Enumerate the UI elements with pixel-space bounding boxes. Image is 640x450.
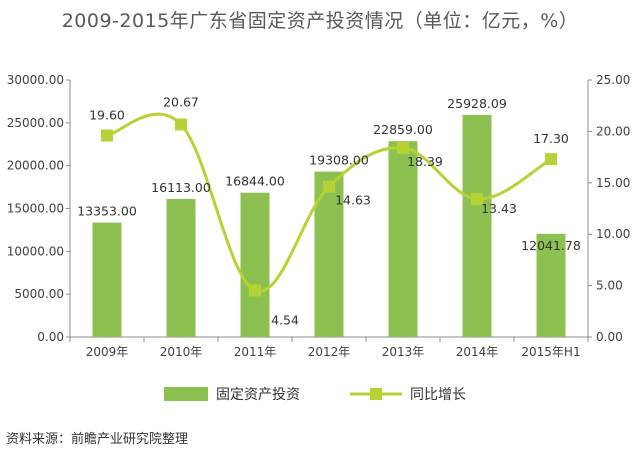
bar-series: [92, 114, 566, 338]
y-right-tick-label: 10.00: [596, 227, 630, 241]
bar-value-label: 16113.00: [151, 180, 211, 195]
bar-value-label: 22859.00: [373, 122, 433, 137]
line-marker: [249, 284, 261, 297]
bar-value-label: 16844.00: [225, 174, 285, 189]
y-right-tick-label: 5.00: [596, 279, 623, 293]
data-labels: 13353.00 16113.00 16844.00 19308.00 22859.00…: [77, 95, 581, 328]
x-tick-label: 2010年: [160, 345, 203, 359]
bar-value-label: 25928.09: [447, 96, 507, 111]
line-marker: [175, 118, 187, 131]
bar: [462, 114, 492, 338]
axes: 0.00 5000.00 10000.00 15000.00 20000.00 25000…: [7, 73, 631, 359]
line-value-label: 4.54: [271, 312, 299, 327]
x-tick-label: 2009年: [86, 345, 129, 359]
bar-value-label: 13353.00: [77, 204, 137, 219]
bar: [92, 222, 122, 337]
legend-swatch-marker: [370, 388, 382, 400]
legend-label-line: 同比增长: [410, 387, 466, 403]
line-marker: [397, 141, 409, 154]
y-left-tick-label: 30000.00: [7, 73, 64, 87]
line-marker: [471, 192, 483, 205]
source-note: 资料来源：前瞻产业研究院整理: [6, 432, 189, 447]
y-right-tick-label: 15.00: [596, 176, 630, 190]
chart-title: 2009-2015年广东省固定资产投资情况（单位：亿元，%）: [61, 10, 579, 32]
bar: [536, 233, 566, 337]
y-left-tick-label: 25000.00: [7, 116, 64, 130]
line-value-label: 17.30: [533, 131, 569, 146]
line-value-label: 18.39: [407, 154, 443, 169]
x-tick-label: 2011年: [234, 345, 277, 359]
y-left-tick-label: 15000.00: [7, 202, 64, 216]
bar: [166, 198, 196, 337]
x-tick-label: 2012年: [308, 345, 351, 359]
line-value-label: 20.67: [163, 95, 199, 110]
y-left-tick-label: 0.00: [37, 330, 64, 344]
line-marker: [323, 180, 335, 193]
y-left-tick-label: 10000.00: [7, 244, 64, 258]
line-value-label: 13.43: [481, 201, 517, 216]
y-right-tick-label: 25.00: [596, 73, 630, 87]
x-tick-label: 2013年: [382, 345, 425, 359]
line-marker: [101, 129, 113, 142]
x-tick-label: 2014年: [456, 345, 499, 359]
bar-value-label: 19308.00: [309, 153, 369, 168]
bar: [240, 192, 270, 337]
bar: [388, 141, 418, 337]
x-tick-label: 2015年H1: [521, 345, 580, 359]
y-left-tick-label: 20000.00: [7, 159, 64, 173]
legend-swatch-bar: [164, 387, 208, 401]
legend: 固定资产投资 同比增长: [164, 387, 466, 403]
y-left-tick-label: 5000.00: [14, 287, 64, 301]
line-value-label: 14.63: [335, 193, 371, 208]
y-right-tick-label: 20.00: [596, 124, 630, 138]
legend-label-bar: 固定资产投资: [216, 387, 300, 403]
line-value-label: 19.60: [89, 108, 125, 123]
bar-value-label: 12041.78: [521, 238, 581, 253]
y-right-tick-label: 0.00: [596, 330, 623, 344]
line-series: [101, 112, 557, 297]
line-marker: [545, 153, 557, 166]
